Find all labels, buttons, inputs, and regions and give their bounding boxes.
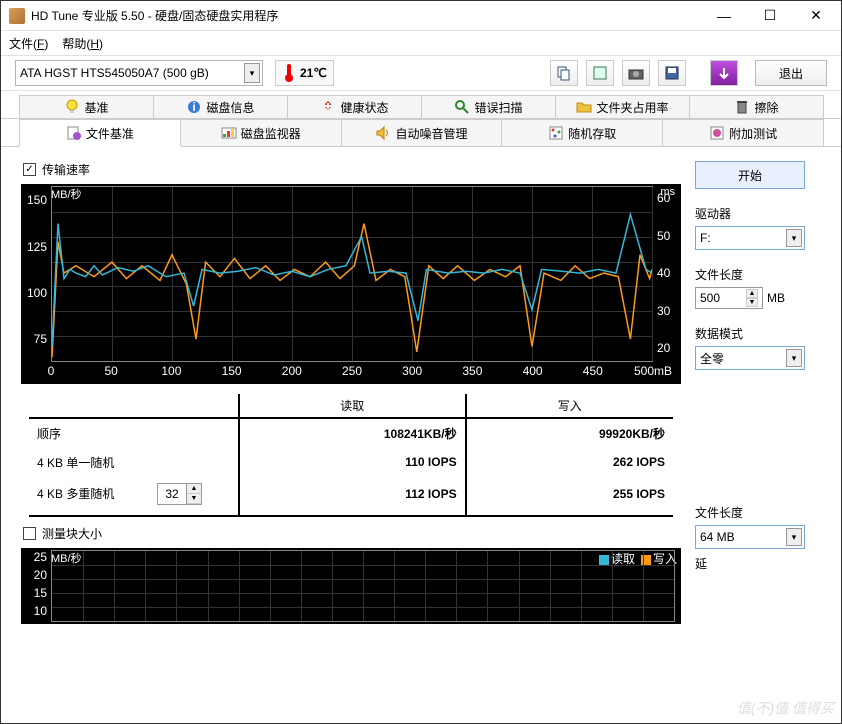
drive-combo[interactable]: F: ▾ <box>695 226 805 250</box>
file-length2-combo[interactable]: 64 MB ▾ <box>695 525 805 549</box>
start-button[interactable]: 开始 <box>695 161 805 189</box>
data-mode-label: 数据模式 <box>695 325 825 342</box>
app-icon <box>9 8 25 24</box>
temperature-display: 21℃ <box>275 60 334 86</box>
tab-aam[interactable]: 自动噪音管理 <box>341 119 503 146</box>
drive-select[interactable]: ATA HGST HTS545050A7 (500 gB) ▾ <box>15 60 263 86</box>
spin-down[interactable]: ▼ <box>746 298 758 307</box>
settings-button[interactable] <box>710 60 738 86</box>
table-row: 4 KB 多重随机▲▼112 IOPS255 IOPS <box>29 477 673 516</box>
table-row: 4 KB 单一随机110 IOPS262 IOPS <box>29 448 673 477</box>
tab-errorscan[interactable]: 错误扫描 <box>421 95 556 118</box>
save-button[interactable] <box>658 60 686 86</box>
monitor-icon <box>221 125 237 141</box>
copy-info-button[interactable] <box>586 60 614 86</box>
svg-text:i: i <box>193 100 196 114</box>
temperature-value: 21℃ <box>300 66 327 80</box>
block-size-chart: MB/秒 读取 写入 25201510 <box>21 548 681 624</box>
menu-help[interactable]: 帮助(H) <box>62 35 103 52</box>
results-table: 读取 写入 顺序108241KB/秒99920KB/秒4 KB 单一随机110 … <box>29 394 673 517</box>
window-title: HD Tune 专业版 5.50 - 硬盘/固态硬盘实用程序 <box>31 7 701 24</box>
copy-text-button[interactable] <box>550 60 578 86</box>
maximize-button[interactable]: ☐ <box>747 1 793 31</box>
col-read: 读取 <box>239 394 466 418</box>
block-size-label: 测量块大小 <box>42 525 102 542</box>
tab-benchmark[interactable]: 基准 <box>19 95 154 118</box>
tab-erase[interactable]: 擦除 <box>689 95 824 118</box>
chevron-down-icon[interactable]: ▾ <box>786 229 802 247</box>
transfer-rate-chart: MB/秒 ms 15012510075 6050403020 050100150… <box>21 184 681 384</box>
spin-up[interactable]: ▲ <box>746 289 758 298</box>
tab-extra[interactable]: 附加测试 <box>662 119 824 146</box>
side-panel: 开始 驱动器 F: ▾ 文件长度 500 ▲▼ MB 数据模式 全零 ▾ 文件长… <box>695 157 825 626</box>
block-size-checkbox[interactable] <box>23 527 36 540</box>
toolbar: ATA HGST HTS545050A7 (500 gB) ▾ 21℃ 退出 <box>1 55 841 91</box>
file-length-unit: MB <box>767 291 785 305</box>
file-length2-label: 文件长度 <box>695 504 825 521</box>
extra-icon <box>709 125 725 141</box>
ext-label: 延 <box>695 555 825 572</box>
menubar: 文件(F) 帮助(H) <box>1 31 841 55</box>
data-mode-combo[interactable]: 全零 ▾ <box>695 346 805 370</box>
tabstrip-row2: 文件基准 磁盘监视器 自动噪音管理 随机存取 附加测试 <box>1 119 841 147</box>
chevron-down-icon[interactable]: ▾ <box>786 349 802 367</box>
tab-diskmonitor[interactable]: 磁盘监视器 <box>180 119 342 146</box>
health-icon <box>320 99 336 115</box>
sound-icon <box>375 125 391 141</box>
bulb-icon <box>64 99 80 115</box>
file-length-input[interactable]: 500 ▲▼ <box>695 287 763 309</box>
queue-depth-spinner[interactable]: ▲▼ <box>157 483 202 505</box>
exit-button[interactable]: 退出 <box>755 60 827 86</box>
minimize-button[interactable]: — <box>701 1 747 31</box>
table-row: 顺序108241KB/秒99920KB/秒 <box>29 418 673 448</box>
thermometer-icon <box>282 64 296 82</box>
col-write: 写入 <box>466 394 673 418</box>
transfer-rate-checkbox-row: ✓ 传输速率 <box>23 161 679 178</box>
file-length-label: 文件长度 <box>695 266 825 283</box>
tabstrip-row1: 基准 i磁盘信息 健康状态 错误扫描 文件夹占用率 擦除 <box>1 91 841 119</box>
tab-filebench[interactable]: 文件基准 <box>19 119 181 147</box>
tab-folderusage[interactable]: 文件夹占用率 <box>555 95 690 118</box>
close-button[interactable]: ✕ <box>793 1 839 31</box>
block-size-checkbox-row: 测量块大小 <box>23 525 679 542</box>
menu-file[interactable]: 文件(F) <box>9 35 48 52</box>
search-icon <box>454 99 470 115</box>
screenshot-button[interactable] <box>622 60 650 86</box>
tab-health[interactable]: 健康状态 <box>287 95 422 118</box>
tab-diskinfo[interactable]: i磁盘信息 <box>153 95 288 118</box>
filebench-icon <box>66 125 82 141</box>
tab-randomaccess[interactable]: 随机存取 <box>501 119 663 146</box>
info-icon: i <box>186 99 202 115</box>
drive-select-value: ATA HGST HTS545050A7 (500 gB) <box>20 66 209 80</box>
random-icon <box>548 125 564 141</box>
watermark: 值(不)值 值得买 <box>737 698 834 718</box>
titlebar: HD Tune 专业版 5.50 - 硬盘/固态硬盘实用程序 — ☐ ✕ <box>1 1 841 31</box>
transfer-rate-label: 传输速率 <box>42 161 90 178</box>
chevron-down-icon[interactable]: ▾ <box>244 63 260 83</box>
folder-icon <box>576 99 592 115</box>
chevron-down-icon[interactable]: ▾ <box>786 528 802 546</box>
transfer-rate-checkbox[interactable]: ✓ <box>23 163 36 176</box>
erase-icon <box>734 99 750 115</box>
drive-label: 驱动器 <box>695 205 825 222</box>
